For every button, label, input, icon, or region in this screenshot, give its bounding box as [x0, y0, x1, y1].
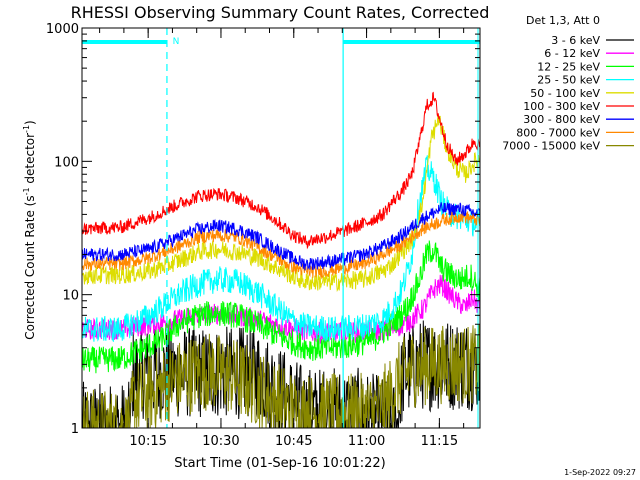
chart-title: RHESSI Observing Summary Count Rates, Co… [71, 3, 490, 22]
legend-label-4: 25 - 50 keV [537, 74, 600, 87]
legend-label-5: 50 - 100 keV [530, 87, 600, 100]
y-axis-label-tail: detector [23, 133, 37, 188]
y-tick-label: 1000 [46, 22, 79, 37]
y-axis-label-sup-1: -1 [22, 187, 31, 195]
legend-label-3: 12 - 25 keV [537, 60, 600, 73]
x-axis-label: Start Time (01-Sep-16 10:01:22) [174, 456, 385, 471]
legend-label-9: 7000 - 15000 keV [502, 140, 600, 153]
series-line-2 [82, 274, 480, 345]
plot-frame [81, 27, 481, 429]
y-tick-label: 100 [54, 155, 79, 170]
series-line-8 [82, 210, 480, 280]
y-axis-label-close: ) [23, 120, 37, 125]
y-axis-label: Corrected Count Rate (s-1 detector-1) [22, 120, 37, 339]
axes: 1 10 100 1000 10:15 10:30 10:45 11:00 11:15 [46, 22, 481, 449]
y-axis-label-sup-2: -1 [22, 125, 31, 133]
y-tick-label: 1 [71, 422, 79, 437]
series-line-9 [82, 324, 480, 428]
y-tick-label: 10 [62, 289, 79, 304]
x-tick-label: 11:00 [348, 434, 385, 449]
night-label: N [173, 37, 180, 47]
series-line-3 [82, 240, 480, 374]
series-line-6 [82, 91, 480, 250]
series-line-4 [82, 155, 480, 343]
x-tick-label: 10:15 [129, 434, 166, 449]
legend-title: Det 1,3, Att 0 [526, 14, 600, 27]
x-tick-label: 10:30 [202, 434, 239, 449]
x-tick-label: 10:45 [275, 434, 312, 449]
legend-label-8: 800 - 7000 keV [516, 126, 600, 139]
y-axis-label-main: Corrected Count Rate (s [23, 195, 37, 339]
legend-label-1: 3 - 6 keV [551, 34, 600, 47]
legend-label-2: 6 - 12 keV [544, 47, 600, 60]
series-line-7 [82, 202, 480, 271]
legend-label-6: 100 - 300 keV [523, 100, 600, 113]
legend-label-7: 300 - 800 keV [523, 113, 600, 126]
plot-area: N [82, 28, 480, 428]
timestamp: 1-Sep-2022 09:27 [564, 468, 636, 477]
x-tick-label: 11:15 [421, 434, 458, 449]
